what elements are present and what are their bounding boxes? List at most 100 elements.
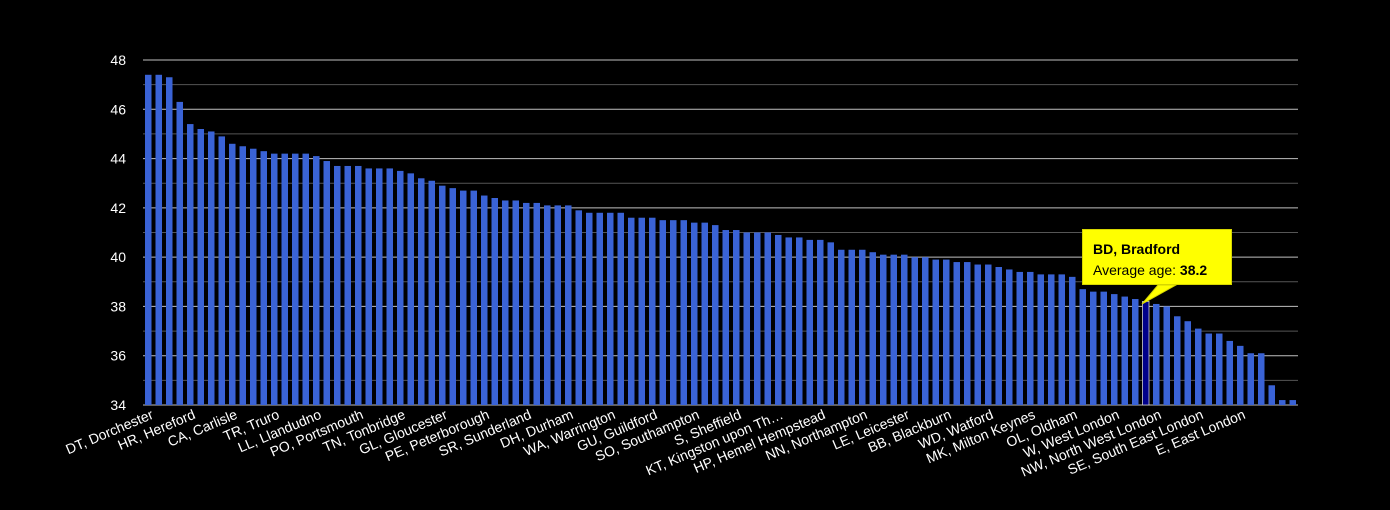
bar[interactable] [659,220,667,405]
bar[interactable] [932,259,940,405]
bar[interactable] [596,212,604,405]
bar[interactable] [1257,353,1265,405]
bar[interactable] [533,202,541,405]
bar[interactable] [974,264,982,405]
bar[interactable] [1194,328,1202,405]
bar[interactable] [1131,299,1139,405]
bar[interactable] [606,212,614,405]
bar[interactable] [417,178,425,405]
bar[interactable] [1289,400,1297,405]
bar[interactable] [270,153,278,405]
bar[interactable] [638,217,646,405]
bar[interactable] [1079,289,1087,405]
bar[interactable] [522,202,530,405]
bar[interactable] [879,254,887,405]
bar[interactable] [617,212,625,405]
bar[interactable] [1184,321,1192,405]
bar[interactable] [711,225,719,405]
bar[interactable] [449,188,457,405]
bar[interactable] [680,220,688,405]
bar[interactable] [627,217,635,405]
bar[interactable] [1047,274,1055,405]
bar[interactable] [428,180,436,405]
bar[interactable] [197,129,205,405]
bar[interactable] [543,205,551,405]
bar[interactable] [1278,400,1286,405]
bar[interactable] [764,232,772,406]
bar[interactable] [480,195,488,405]
bar[interactable] [155,74,163,406]
bar[interactable] [785,237,793,405]
bar[interactable] [144,74,152,406]
bar[interactable] [869,252,877,405]
bar[interactable] [1152,303,1160,405]
bar[interactable] [984,264,992,405]
bar[interactable] [921,257,929,405]
bar[interactable] [1205,333,1213,405]
bar[interactable] [323,161,331,405]
bar[interactable] [900,254,908,405]
bar[interactable] [806,239,814,405]
bar[interactable] [1268,385,1276,405]
bar[interactable] [312,156,320,405]
bar[interactable] [1089,291,1097,405]
bar[interactable] [1037,274,1045,405]
bar[interactable] [1110,294,1118,405]
bar[interactable] [585,212,593,405]
bar[interactable] [690,222,698,405]
bar[interactable] [291,153,299,405]
bar[interactable] [774,234,782,405]
bar[interactable] [470,190,478,405]
bar[interactable] [1100,291,1108,405]
bar[interactable] [1058,274,1066,405]
bar[interactable] [1236,345,1244,405]
bar[interactable] [816,239,824,405]
bar[interactable] [1121,296,1129,405]
bar[interactable] [375,168,383,405]
bar[interactable] [1005,269,1013,405]
bar[interactable] [1016,271,1024,405]
bar[interactable] [1247,353,1255,405]
bar[interactable] [554,205,562,405]
bar[interactable] [722,230,730,405]
bar[interactable] [890,254,898,405]
bar[interactable] [701,222,709,405]
bar[interactable] [491,198,499,405]
bar[interactable] [1226,340,1234,405]
bar[interactable] [1173,316,1181,405]
bar[interactable] [669,220,677,405]
bar[interactable] [953,262,961,405]
bar[interactable] [575,210,583,405]
bar[interactable] [407,173,415,405]
bar[interactable] [1163,306,1171,405]
bar[interactable] [1026,271,1034,405]
bar[interactable] [186,124,194,406]
bar[interactable] [302,153,310,405]
bar[interactable] [176,101,184,406]
bar[interactable] [827,242,835,405]
bar[interactable] [459,190,467,405]
bar[interactable] [648,217,656,405]
bar[interactable] [396,170,404,405]
bar[interactable] [438,185,446,405]
bar[interactable] [218,136,226,405]
bar[interactable] [732,230,740,405]
bar[interactable] [260,151,268,405]
bar[interactable] [281,153,289,405]
bar[interactable] [795,237,803,405]
bar[interactable] [942,259,950,405]
bar[interactable] [963,262,971,405]
bar[interactable] [564,205,572,405]
bar[interactable] [165,77,173,405]
bar[interactable] [501,200,509,405]
bar[interactable] [858,249,866,405]
bar[interactable] [228,143,236,406]
bar-highlighted[interactable] [1142,301,1150,406]
bar[interactable] [344,165,352,405]
bar[interactable] [354,165,362,405]
bar[interactable] [333,165,341,405]
bar[interactable] [753,232,761,406]
bar[interactable] [837,249,845,405]
bar[interactable] [249,148,257,405]
bar[interactable] [1215,333,1223,405]
